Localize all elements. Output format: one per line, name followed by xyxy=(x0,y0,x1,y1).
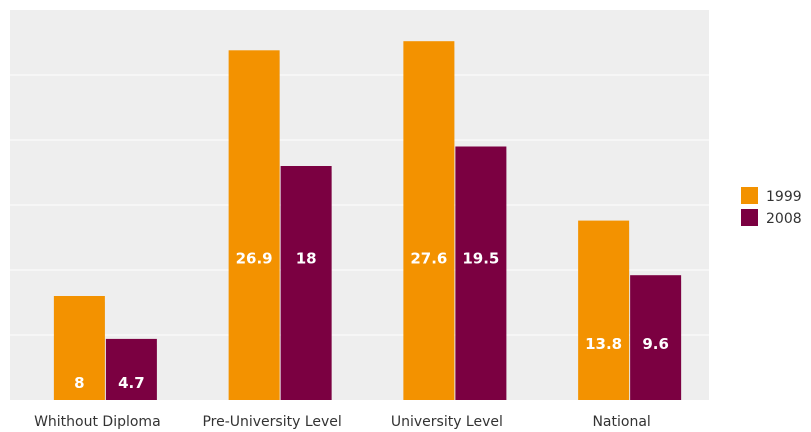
bar-2008 xyxy=(455,146,507,400)
category-label: Pre-University Level xyxy=(202,414,341,430)
bars: 8 4.7 26.9 18 27.6 19.5 13.8 9.6 xyxy=(53,41,682,401)
data-label: 19.5 xyxy=(462,249,499,267)
bar-2008 xyxy=(105,338,157,400)
category-label: National xyxy=(592,414,650,430)
bar-1999 xyxy=(578,220,630,400)
data-label: 27.6 xyxy=(410,249,447,267)
category-label: Whithout Diploma xyxy=(34,414,161,430)
data-label: 18 xyxy=(296,249,317,267)
bar-1999 xyxy=(228,50,280,401)
legend: 1999 2008 xyxy=(741,187,802,227)
bar-1999 xyxy=(53,296,105,400)
legend-swatch-2008 xyxy=(741,209,758,226)
data-label: 13.8 xyxy=(585,335,622,353)
legend-label: 2008 xyxy=(766,211,802,227)
category-label: University Level xyxy=(391,414,503,430)
data-label: 26.9 xyxy=(236,249,273,267)
data-label: 4.7 xyxy=(118,374,145,392)
category-labels: Whithout Diploma Pre-University Level Univ… xyxy=(34,414,651,430)
bar-2008 xyxy=(630,275,682,400)
data-label: 9.6 xyxy=(642,335,669,353)
bar-2008 xyxy=(280,166,332,400)
legend-swatch-1999 xyxy=(741,187,758,204)
bar-1999 xyxy=(403,41,455,400)
data-label: 8 xyxy=(74,374,84,392)
legend-label: 1999 xyxy=(766,189,802,205)
